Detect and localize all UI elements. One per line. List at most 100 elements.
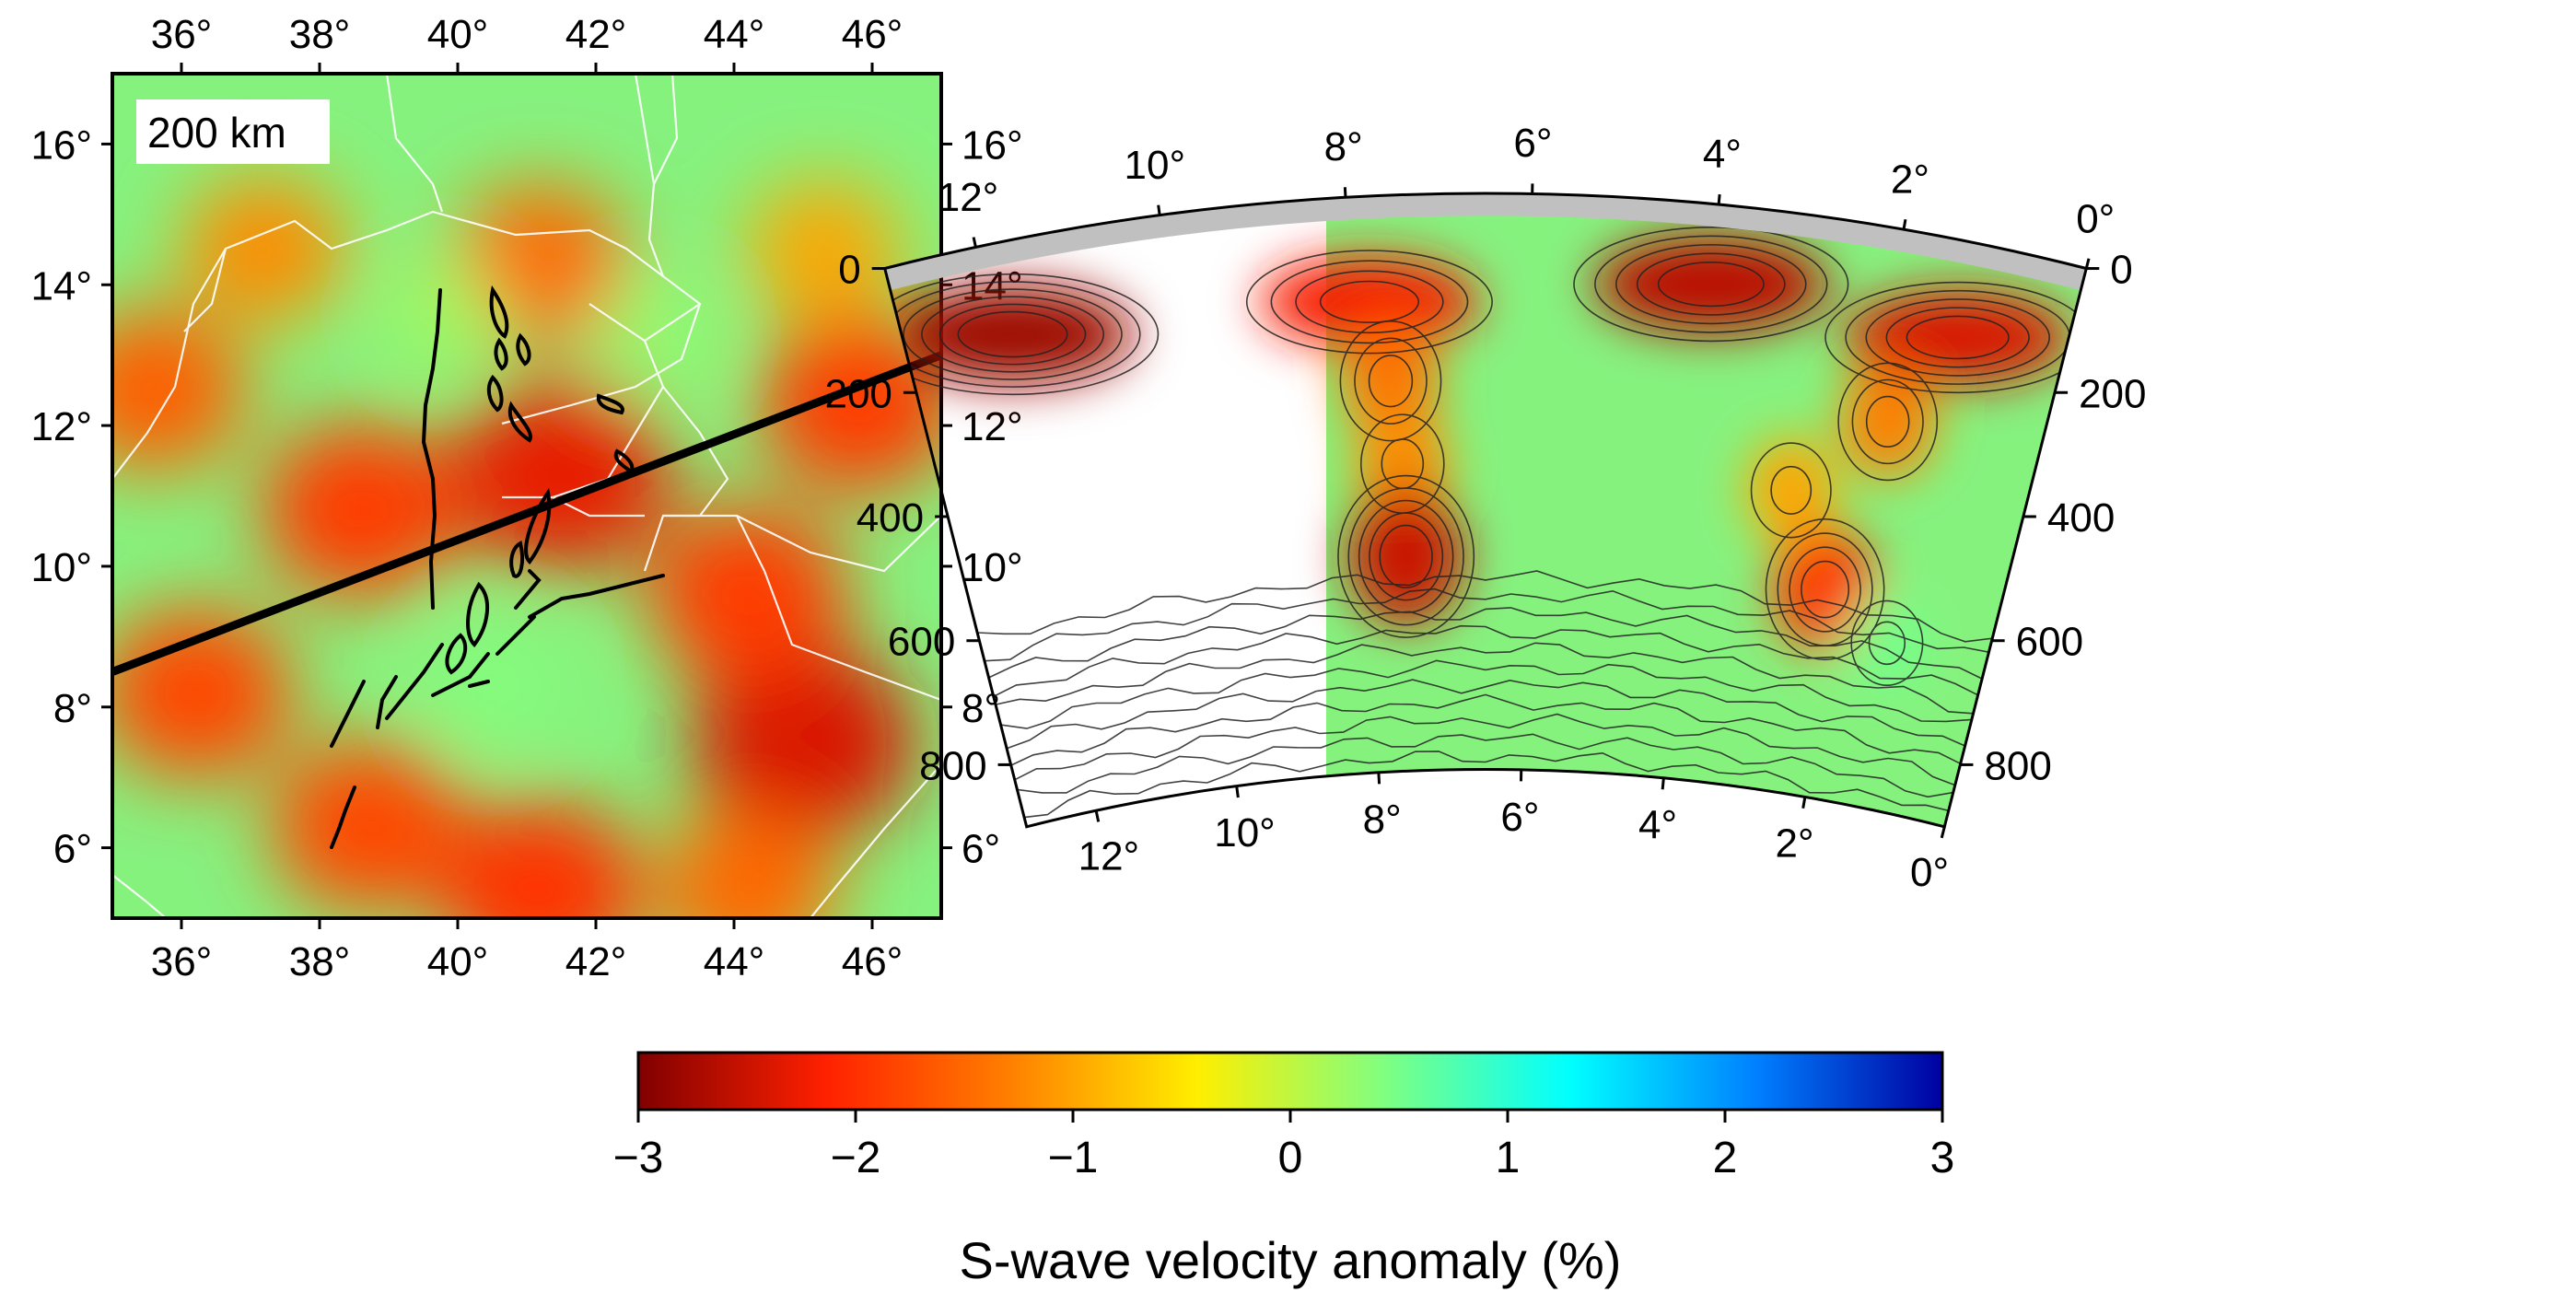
section-tick-top [1902,218,1907,230]
section-anomaly [1746,437,1836,543]
section-tick-top [2084,258,2091,269]
colorbar-tick-label: 1 [1496,1134,1521,1182]
section-tick-bottom [1377,772,1381,785]
section-contour [1789,546,1861,633]
section-depth-label-right: 800 [1984,743,2051,788]
section-contour [1885,307,2030,368]
section-distance-label-bottom: 10° [1214,810,1276,856]
section-distance-label-bottom: 0° [1910,850,1949,895]
map-lon-label-top: 44° [704,12,765,57]
section-anomaly-layer [891,235,2071,691]
section-distance-label-top: 0° [2076,196,2115,241]
section-contour [1024,751,1949,819]
section-contour [984,588,1989,662]
section-contour [1801,560,1850,619]
section-contour [1770,465,1813,515]
map-lon-label-bottom: 44° [704,939,765,984]
section-contour [1354,337,1428,425]
colorbar-tick-label: 2 [1713,1134,1738,1182]
colorbar-title: S-wave velocity anomaly (%) [960,1231,1622,1289]
section-contour [1837,362,1939,482]
section-distance-label-top: 8° [1324,124,1363,169]
section-contour [1369,512,1444,601]
section-contour [1615,243,1807,325]
section-contour [995,642,1974,715]
section-tick-bottom [1940,826,1946,839]
section-tick-bottom [1661,777,1665,790]
map-anomaly [659,810,837,918]
section-contour [938,303,1087,366]
section-contour [1347,487,1464,626]
map-anomaly [690,643,916,842]
map-anomaly [112,308,246,472]
section-contour [1851,378,1924,465]
section-anomaly [1844,290,2071,385]
profile-line [112,351,941,677]
section-tick-bottom [1801,797,1807,809]
section-contour [1319,280,1420,323]
section-contour [1906,315,2010,360]
map-lat-label-right: 12° [962,404,1023,449]
section-contour [1368,355,1414,408]
section-contour [1295,270,1444,334]
section-ticks: 12° 12° 10° 10° 8° 8° 6° 6° 4° 4° 2° 2° 0° 0° 0 0 200 200… [824,121,2146,895]
section-contour [1594,235,1828,333]
map-lat-label-left: 12° [30,404,92,449]
map-lat-label-left: 8° [53,686,92,731]
map-lat-label-right: 6° [962,827,1000,872]
section-depth-label-left: 800 [919,743,986,788]
map-anomaly [647,506,848,683]
section-contour [884,273,1160,396]
colorbar-tick-label: 3 [1930,1134,1955,1182]
section-contour [1765,518,1885,661]
section-contour [1006,679,1965,750]
map-lat-label-right: 10° [962,545,1023,590]
crust-layer [884,192,2087,291]
section-contour [988,607,1983,680]
section-contour [1339,320,1442,442]
section-anomaly [1840,366,1935,478]
section-contour [1824,281,2087,394]
section-anomaly [1847,596,1927,691]
colorbar-scale [636,1051,1944,1112]
section-contour [1010,693,1962,766]
section-contour [1245,250,1493,355]
section-contour [1337,474,1475,638]
section-depth-label-left: 200 [824,371,892,416]
section-contour [1379,524,1433,588]
section-distance-label-bottom: 8° [1363,797,1402,843]
section-anomaly [1260,256,1479,348]
section-contour [903,288,1123,380]
section-distance-label-top: 2° [1891,157,1929,202]
country-borders [112,74,941,918]
map-lon-label-top: 38° [289,12,351,57]
section-panel: 12° 12° 10° 10° 8° 8° 6° 6° 4° 4° 2° 2° 0° 0° 0 0 200 200… [824,121,2146,895]
section-depth-label-left: 600 [888,620,955,665]
section-distance-label-bottom: 4° [1638,802,1677,847]
section-distance-label-top: 10° [1125,143,1186,188]
map-lon-label-bottom: 38° [289,939,351,984]
section-distance-label-top: 6° [1513,121,1552,166]
section-background [1326,192,2087,827]
map-anomaly-layer [112,177,941,918]
section-contour [1014,713,1956,786]
section-distance-label-top: 4° [1703,132,1742,177]
section-contour [1750,442,1832,539]
map-anomaly [271,740,465,913]
section-contour [1636,252,1786,316]
map-anomaly [388,262,500,364]
section-tick-top [1157,204,1161,215]
section-anomaly [1772,527,1878,652]
colorbar-tick-label: −2 [831,1134,881,1182]
map-lat-label-right: 16° [962,122,1023,168]
depth-badge: 200 km [136,99,330,164]
section-depth-label-right: 600 [2016,620,2083,665]
section-contour [993,624,1978,698]
map-anomaly [758,316,941,493]
section-depth-label-right: 0 [2110,248,2132,293]
colorbar-ticks: −3 −2 −1 0 1 2 3 [613,1110,1955,1182]
colorbar: −3 −2 −1 0 1 2 3 S-wave velocity anomaly (%) [613,1051,1955,1289]
map-lat-label-left: 14° [30,263,92,308]
map-lon-label-top: 40° [427,12,489,57]
map-lat-label-left: 16° [30,122,92,168]
